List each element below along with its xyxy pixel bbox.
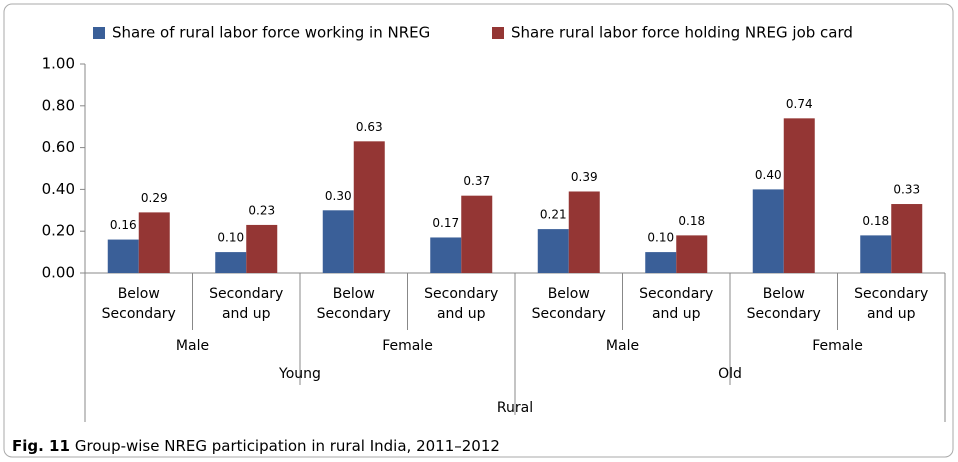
value-label: 0.37 — [463, 174, 490, 188]
value-label: 0.40 — [755, 168, 782, 182]
value-label: 0.21 — [540, 208, 567, 222]
caption-text: Group-wise NREG participation in rural I… — [75, 437, 500, 455]
value-label: 0.33 — [893, 183, 920, 197]
value-label: 0.74 — [786, 97, 813, 111]
caption-label: Fig. 11 — [12, 437, 70, 455]
group-label: Male — [606, 338, 639, 354]
bar — [322, 210, 354, 273]
group-label: Female — [382, 338, 433, 354]
bar — [783, 118, 815, 273]
y-tick-label: 0.20 — [42, 222, 75, 240]
group-label: Rural — [497, 400, 533, 416]
legend-label: Share of rural labor force working in NR… — [112, 24, 430, 42]
y-tick-label: 0.40 — [42, 180, 75, 198]
value-label: 0.16 — [110, 218, 137, 232]
bar — [246, 224, 278, 273]
group-label: Male — [176, 338, 209, 354]
value-label: 0.39 — [571, 170, 598, 184]
value-label: 0.18 — [678, 214, 705, 228]
x-tick-label: Below Secondary — [531, 286, 606, 322]
legend-swatch — [93, 27, 105, 39]
bar — [891, 204, 923, 273]
legend-label: Share rural labor force holding NREG job… — [511, 24, 853, 42]
x-tick-label: Secondary and up — [209, 286, 284, 322]
value-label: 0.23 — [248, 203, 275, 217]
y-tick-label: 1.00 — [42, 55, 75, 73]
x-tick-label: Secondary and up — [854, 286, 929, 322]
x-tick-label: Secondary and up — [424, 286, 499, 322]
bar — [860, 235, 892, 273]
bar — [138, 212, 170, 273]
value-label: 0.63 — [356, 120, 383, 134]
legend-swatch — [492, 27, 504, 39]
value-label: 0.10 — [647, 231, 674, 245]
bar — [645, 252, 677, 273]
value-label: 0.30 — [325, 189, 352, 203]
bar — [215, 252, 247, 273]
bar — [430, 237, 462, 273]
x-tick-label: Below Secondary — [316, 286, 391, 322]
bar — [676, 235, 708, 273]
y-tick-label: 0.80 — [42, 96, 75, 114]
y-tick-label: 0.00 — [42, 264, 75, 282]
value-label: 0.17 — [432, 216, 459, 230]
value-label: 0.10 — [217, 231, 244, 245]
x-tick-label: Below Secondary — [746, 286, 821, 322]
frame — [3, 3, 954, 458]
bar — [107, 239, 139, 273]
bar — [461, 195, 493, 273]
group-label: Young — [278, 366, 321, 382]
group-label: Old — [718, 366, 742, 382]
x-tick-label: Secondary and up — [639, 286, 714, 322]
group-label: Female — [812, 338, 863, 354]
caption: Fig. 11 Group-wise NREG participation in … — [12, 437, 500, 455]
bar — [537, 229, 569, 273]
bar — [568, 191, 600, 273]
bar — [353, 141, 385, 273]
bar — [752, 189, 784, 273]
value-label: 0.29 — [141, 191, 168, 205]
x-tick-label: Below Secondary — [101, 286, 176, 322]
y-tick-label: 0.60 — [42, 138, 75, 156]
value-label: 0.18 — [862, 214, 889, 228]
